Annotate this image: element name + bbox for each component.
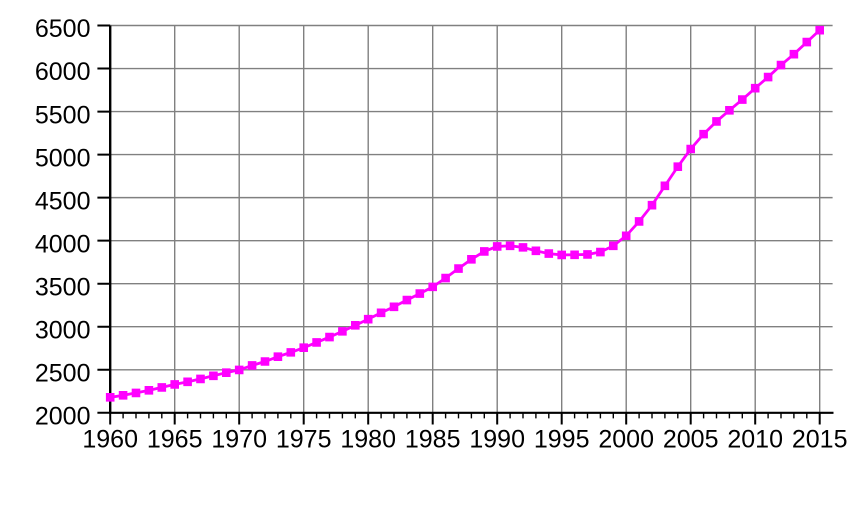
svg-text:1960: 1960	[82, 426, 138, 454]
svg-text:2000: 2000	[35, 403, 91, 431]
svg-text:2000: 2000	[598, 426, 654, 454]
svg-text:1985: 1985	[405, 426, 461, 454]
svg-text:2015: 2015	[792, 426, 848, 454]
svg-text:5000: 5000	[35, 144, 91, 172]
svg-text:1995: 1995	[534, 426, 590, 454]
svg-text:3000: 3000	[35, 316, 91, 344]
svg-text:5500: 5500	[35, 101, 91, 129]
svg-text:6500: 6500	[35, 15, 91, 43]
svg-text:4500: 4500	[35, 187, 91, 215]
svg-text:4000: 4000	[35, 230, 91, 258]
svg-text:2010: 2010	[727, 426, 783, 454]
svg-text:1990: 1990	[469, 426, 525, 454]
svg-text:1965: 1965	[147, 426, 203, 454]
svg-text:3500: 3500	[35, 273, 91, 301]
svg-text:2005: 2005	[663, 426, 719, 454]
svg-text:6000: 6000	[35, 58, 91, 86]
svg-text:1975: 1975	[276, 426, 332, 454]
svg-text:2500: 2500	[35, 359, 91, 387]
svg-text:1970: 1970	[211, 426, 267, 454]
svg-text:1980: 1980	[340, 426, 396, 454]
